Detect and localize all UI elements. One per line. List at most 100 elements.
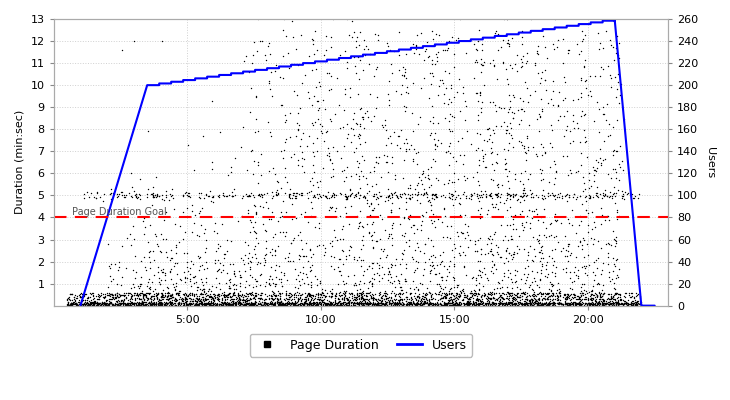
- Point: [391, 302, 403, 308]
- Point: [105, 300, 117, 306]
- Point: [502, 108, 514, 115]
- Point: [165, 266, 177, 272]
- Point: [433, 83, 445, 89]
- Point: [386, 192, 398, 198]
- Point: [484, 248, 496, 254]
- Point: [137, 290, 148, 297]
- Point: [196, 299, 208, 306]
- Point: [564, 302, 576, 308]
- Point: [548, 193, 560, 199]
- Point: [95, 292, 107, 298]
- Point: [612, 298, 624, 304]
- Point: [620, 289, 631, 296]
- Point: [369, 301, 381, 308]
- Point: [247, 302, 259, 308]
- Point: [170, 289, 182, 296]
- Point: [137, 293, 149, 299]
- Point: [374, 300, 385, 306]
- Point: [520, 296, 531, 302]
- Point: [198, 286, 210, 292]
- Point: [98, 300, 110, 307]
- Point: [561, 265, 572, 272]
- Point: [385, 140, 397, 146]
- Point: [543, 301, 555, 308]
- Point: [316, 299, 328, 306]
- Point: [331, 293, 342, 300]
- Point: [445, 284, 457, 291]
- Point: [293, 302, 304, 308]
- Point: [612, 274, 623, 280]
- Point: [347, 115, 358, 122]
- Point: [458, 230, 469, 236]
- Point: [237, 213, 248, 219]
- Point: [403, 300, 415, 306]
- Point: [354, 192, 366, 198]
- Point: [245, 109, 256, 116]
- Point: [184, 301, 196, 307]
- Point: [564, 300, 575, 307]
- Point: [591, 164, 603, 171]
- Point: [274, 300, 286, 307]
- Point: [75, 294, 87, 301]
- Point: [518, 53, 529, 60]
- Point: [529, 299, 540, 306]
- Point: [288, 300, 300, 307]
- Point: [233, 297, 245, 304]
- Point: [445, 290, 456, 296]
- Point: [177, 300, 188, 306]
- Point: [223, 301, 234, 308]
- Point: [606, 295, 618, 301]
- Point: [292, 62, 304, 68]
- Point: [213, 300, 225, 307]
- Point: [517, 106, 529, 112]
- Point: [115, 282, 127, 288]
- Point: [301, 291, 313, 297]
- Point: [361, 296, 372, 302]
- Point: [191, 298, 202, 304]
- Point: [118, 298, 129, 304]
- Point: [337, 290, 349, 297]
- Point: [516, 142, 528, 148]
- Point: [385, 61, 397, 67]
- Point: [480, 295, 492, 302]
- Point: [210, 302, 221, 308]
- Point: [547, 302, 558, 308]
- Point: [223, 294, 234, 300]
- Point: [517, 227, 529, 233]
- Point: [452, 35, 464, 42]
- Point: [615, 290, 626, 297]
- Point: [335, 300, 347, 307]
- Point: [112, 280, 123, 287]
- Point: [357, 301, 369, 307]
- Point: [210, 302, 222, 308]
- Point: [174, 301, 185, 307]
- Point: [369, 302, 380, 308]
- Point: [242, 167, 253, 174]
- Point: [126, 293, 138, 299]
- Point: [292, 109, 304, 116]
- Point: [320, 301, 331, 308]
- Point: [547, 300, 558, 307]
- Point: [262, 42, 274, 49]
- Point: [563, 258, 575, 264]
- Point: [454, 302, 466, 308]
- Point: [194, 195, 206, 202]
- Point: [604, 300, 615, 307]
- Point: [83, 302, 95, 308]
- Point: [504, 193, 516, 199]
- Point: [472, 191, 483, 197]
- Point: [144, 290, 155, 296]
- Point: [574, 290, 585, 296]
- Point: [66, 300, 78, 307]
- Point: [420, 292, 432, 298]
- Point: [305, 267, 317, 273]
- Point: [265, 297, 277, 304]
- Point: [122, 300, 134, 306]
- Point: [418, 298, 429, 304]
- Point: [477, 59, 489, 65]
- Point: [455, 229, 466, 235]
- Point: [338, 280, 350, 287]
- Point: [620, 299, 632, 306]
- Point: [224, 290, 236, 296]
- Point: [187, 274, 199, 280]
